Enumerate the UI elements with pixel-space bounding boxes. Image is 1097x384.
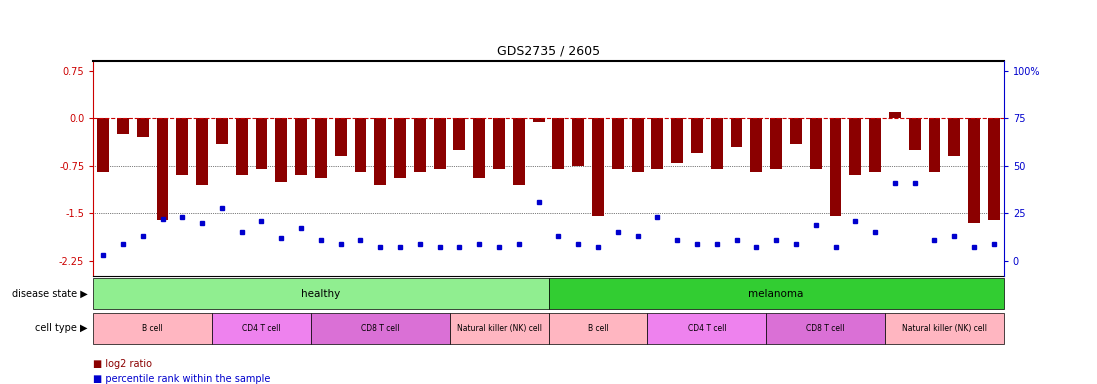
Bar xyxy=(849,118,861,175)
Text: ■ log2 ratio: ■ log2 ratio xyxy=(93,359,152,369)
Bar xyxy=(513,118,524,185)
Bar xyxy=(236,118,248,175)
Bar xyxy=(117,118,128,134)
Bar xyxy=(374,118,386,185)
Bar xyxy=(647,313,766,344)
Bar xyxy=(310,313,450,344)
Text: cell type ▶: cell type ▶ xyxy=(35,323,88,333)
Text: Natural killer (NK) cell: Natural killer (NK) cell xyxy=(456,324,542,333)
Bar xyxy=(414,118,426,172)
Bar xyxy=(548,313,647,344)
Bar xyxy=(315,118,327,179)
Text: healthy: healthy xyxy=(302,289,340,299)
Bar xyxy=(632,118,644,172)
Bar xyxy=(394,118,406,179)
Text: CD8 T cell: CD8 T cell xyxy=(361,324,399,333)
Text: B cell: B cell xyxy=(588,324,609,333)
Bar xyxy=(275,118,287,182)
Bar xyxy=(493,118,505,169)
Bar xyxy=(354,118,366,172)
Bar xyxy=(908,118,920,150)
Bar xyxy=(137,118,149,137)
Bar xyxy=(212,313,310,344)
Bar xyxy=(473,118,485,179)
Bar xyxy=(810,118,822,169)
Bar xyxy=(750,118,762,172)
Bar xyxy=(711,118,723,169)
Bar xyxy=(671,118,683,163)
Bar xyxy=(790,118,802,144)
Bar xyxy=(889,112,901,118)
Bar xyxy=(770,118,782,169)
Bar xyxy=(548,278,1004,309)
Bar xyxy=(948,118,960,156)
Text: disease state ▶: disease state ▶ xyxy=(12,289,88,299)
Bar xyxy=(731,118,743,147)
Text: CD8 T cell: CD8 T cell xyxy=(806,324,845,333)
Text: ■ percentile rank within the sample: ■ percentile rank within the sample xyxy=(93,374,271,384)
Bar xyxy=(612,118,624,169)
Bar xyxy=(177,118,189,175)
Text: melanoma: melanoma xyxy=(748,289,804,299)
Bar xyxy=(196,118,208,185)
Text: GDS2735 / 2605: GDS2735 / 2605 xyxy=(497,45,600,58)
Bar xyxy=(829,118,841,217)
Bar xyxy=(216,118,228,144)
Bar xyxy=(453,118,465,150)
Bar xyxy=(295,118,307,175)
Bar xyxy=(652,118,664,169)
Text: Natural killer (NK) cell: Natural killer (NK) cell xyxy=(902,324,987,333)
Text: B cell: B cell xyxy=(143,324,163,333)
Bar xyxy=(869,118,881,172)
Bar xyxy=(335,118,347,156)
Bar xyxy=(93,313,212,344)
Bar xyxy=(256,118,268,169)
Bar xyxy=(450,313,548,344)
Bar xyxy=(157,118,169,220)
Bar xyxy=(592,118,604,217)
Bar xyxy=(433,118,445,169)
Bar xyxy=(988,118,999,220)
Bar xyxy=(928,118,940,172)
Bar xyxy=(885,313,1004,344)
Bar xyxy=(553,118,564,169)
Bar xyxy=(93,278,548,309)
Bar xyxy=(766,313,885,344)
Bar xyxy=(691,118,703,153)
Bar xyxy=(573,118,584,166)
Bar xyxy=(969,118,980,223)
Bar xyxy=(98,118,109,172)
Text: CD4 T cell: CD4 T cell xyxy=(242,324,281,333)
Bar xyxy=(533,118,544,121)
Text: CD4 T cell: CD4 T cell xyxy=(688,324,726,333)
